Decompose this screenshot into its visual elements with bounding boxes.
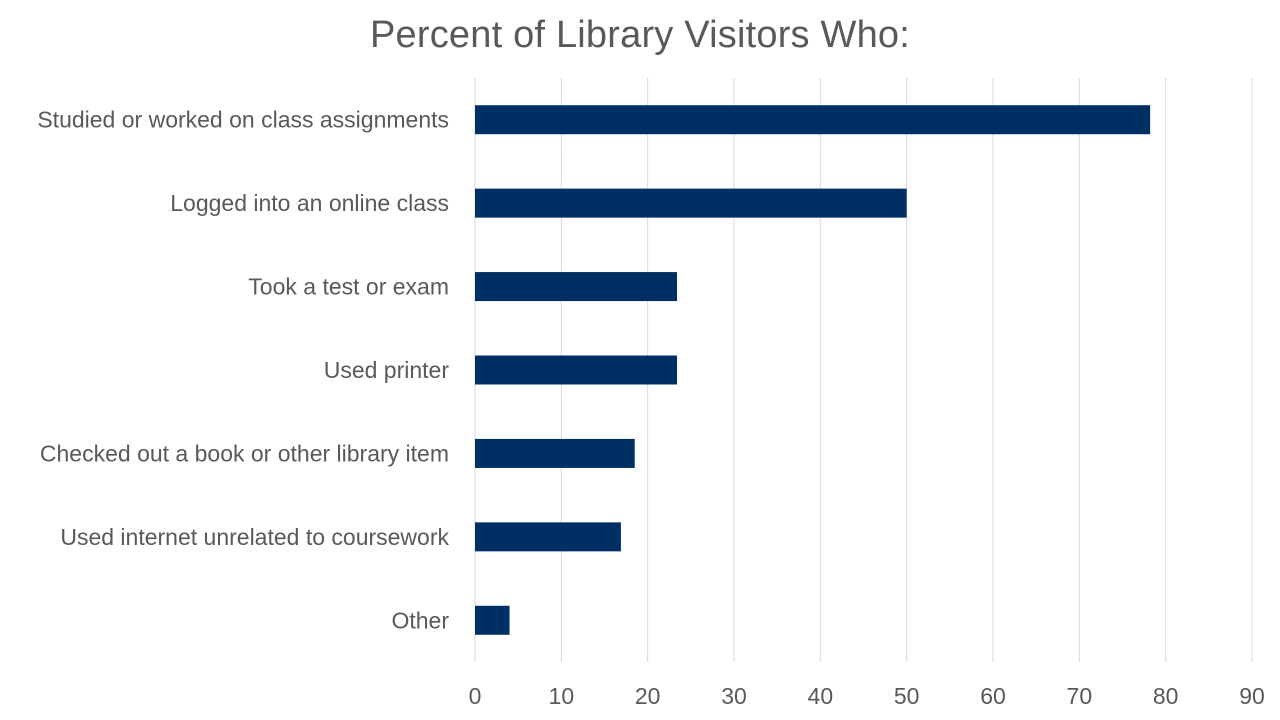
x-tick-label-30: 30 [721, 683, 747, 709]
category-label-1: Logged into an online class [170, 190, 449, 216]
category-label-3: Used printer [324, 357, 450, 383]
x-tick-label-90: 90 [1239, 683, 1265, 709]
x-tick-label-80: 80 [1153, 683, 1179, 709]
x-tick-label-70: 70 [1067, 683, 1093, 709]
bar-1 [475, 188, 907, 218]
x-tick-label-60: 60 [980, 683, 1006, 709]
x-tick-label-10: 10 [549, 683, 575, 709]
category-label-2: Took a test or exam [248, 274, 449, 300]
chart-title: Percent of Library Visitors Who: [369, 14, 910, 56]
category-label-6: Other [391, 607, 449, 633]
x-tick-label-0: 0 [469, 683, 482, 709]
bar-4 [475, 438, 635, 468]
bar-3 [475, 355, 678, 385]
bar-0 [475, 105, 1151, 135]
x-tick-label-50: 50 [894, 683, 920, 709]
x-tick-label-20: 20 [635, 683, 661, 709]
category-labels: Studied or worked on class assignments Lo… [37, 107, 449, 634]
bar-2 [475, 272, 678, 302]
bar-6 [475, 605, 510, 635]
x-tick-label-40: 40 [808, 683, 834, 709]
x-axis-tick-labels: 0 10 20 30 40 50 60 70 80 90 [469, 683, 1265, 709]
category-label-0: Studied or worked on class assignments [37, 107, 449, 133]
category-label-5: Used internet unrelated to coursework [60, 524, 449, 550]
bar-5 [475, 522, 621, 552]
category-label-4: Checked out a book or other library item [40, 440, 449, 466]
bars [475, 105, 1151, 635]
